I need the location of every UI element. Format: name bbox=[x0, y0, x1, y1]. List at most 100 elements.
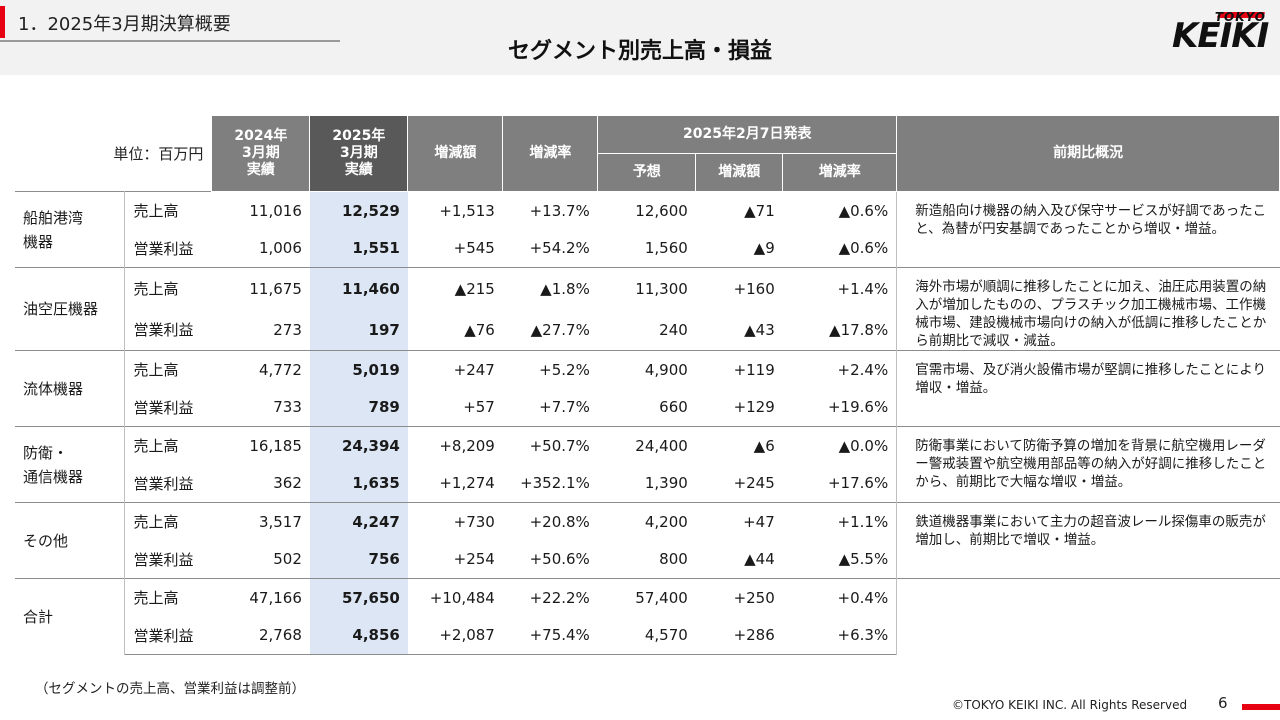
col-header-2024: 2024年 3月期 実績 bbox=[211, 115, 311, 192]
row-item-label: 営業利益 bbox=[124, 388, 212, 427]
cell-forecast: 57,400 bbox=[597, 578, 696, 617]
cell-forecast: 4,900 bbox=[597, 350, 696, 389]
segment-name: 合計 bbox=[15, 578, 126, 655]
cell-rate: +22.2% bbox=[502, 578, 598, 617]
cell-y2025: 1,635 bbox=[309, 464, 408, 503]
cell-f-rate: +19.6% bbox=[782, 388, 897, 427]
cell-diff: +2,087 bbox=[407, 616, 503, 655]
cell-y2024: 273 bbox=[211, 309, 310, 351]
table-row: 営業利益 1,006 1,551 +545 +54.2% 1,560 ▲9 ▲0.6% bbox=[15, 229, 1280, 268]
row-item-label: 売上高 bbox=[124, 502, 212, 541]
segment-name: その他 bbox=[15, 502, 126, 579]
cell-f-rate: +2.4% bbox=[782, 350, 897, 389]
table-row: 営業利益 2,768 4,856 +2,087 +75.4% 4,570 +286 +6.3% bbox=[15, 616, 1280, 655]
cell-y2024: 502 bbox=[211, 540, 310, 579]
cell-diff: ▲215 bbox=[407, 267, 503, 309]
cell-f-diff: +245 bbox=[695, 464, 783, 503]
col-header-forecast-group: 2025年2月7日発表 bbox=[597, 115, 898, 154]
cell-diff: +8,209 bbox=[407, 426, 503, 465]
cell-f-rate: ▲0.0% bbox=[782, 426, 897, 465]
segment-comment: 防衛事業において防衛予算の増加を背景に航空機用レーダー警戒装置や航空機用部品等の… bbox=[896, 426, 1280, 503]
table-row: 合計 売上高 47,166 57,650 +10,484 +22.2% 57,400 +250… bbox=[15, 578, 1280, 655]
cell-y2025: 756 bbox=[309, 540, 408, 579]
cell-forecast: 240 bbox=[597, 309, 696, 351]
cell-f-diff: +286 bbox=[695, 616, 783, 655]
cell-y2025: 5,019 bbox=[309, 350, 408, 389]
cell-y2024: 3,517 bbox=[211, 502, 310, 541]
row-item-label: 売上高 bbox=[124, 267, 212, 309]
cell-rate: ▲27.7% bbox=[502, 309, 598, 351]
cell-rate: ▲1.8% bbox=[502, 267, 598, 309]
cell-rate: +50.7% bbox=[502, 426, 598, 465]
segment-comment: 新造船向け機器の納入及び保守サービスが好調であったこと、為替が円安基調であったこ… bbox=[896, 191, 1280, 268]
cell-diff: +247 bbox=[407, 350, 503, 389]
cell-f-diff: ▲9 bbox=[695, 229, 783, 268]
row-item-label: 売上高 bbox=[124, 350, 212, 389]
cell-diff: +545 bbox=[407, 229, 503, 268]
cell-f-diff: ▲71 bbox=[695, 191, 783, 230]
table-row: 営業利益 733 789 +57 +7.7% 660 +129 +19.6% bbox=[15, 388, 1280, 427]
row-item-label: 売上高 bbox=[124, 191, 212, 230]
segment-table: 単位：百万円 2024年 3月期 実績 2025年 3月期 実績 増減額 増減率… bbox=[15, 115, 1280, 655]
col-header-forecast: 予想 bbox=[597, 153, 697, 192]
cell-y2024: 2,768 bbox=[211, 616, 310, 655]
segment-name: 防衛・ 通信機器 bbox=[15, 426, 126, 503]
section-accent-mark bbox=[0, 6, 5, 38]
row-item-label: 売上高 bbox=[124, 578, 212, 617]
table-row: その他 売上高 3,517 4,247 +730 +20.8% 4,200 +47 +1.1% 鉄… bbox=[15, 502, 1280, 579]
table-row: 油空圧機器 売上高 11,675 11,460 ▲215 ▲1.8% 11,300 +160 +… bbox=[15, 267, 1280, 351]
section-title: 1．2025年3月期決算概要 bbox=[18, 14, 231, 35]
cell-y2025: 4,856 bbox=[309, 616, 408, 655]
page-title: セグメント別売上高・損益 bbox=[507, 39, 772, 64]
cell-forecast: 4,570 bbox=[597, 616, 696, 655]
header-band bbox=[0, 0, 1280, 75]
cell-y2024: 362 bbox=[211, 464, 310, 503]
cell-f-diff: ▲6 bbox=[695, 426, 783, 465]
cell-rate: +54.2% bbox=[502, 229, 598, 268]
cell-diff: +10,484 bbox=[407, 578, 503, 617]
cell-forecast: 11,300 bbox=[597, 267, 696, 309]
cell-diff: +57 bbox=[407, 388, 503, 427]
segment-comment: 海外市場が順調に推移したことに加え、油圧応用装置の納入が増加したものの、プラスチ… bbox=[896, 267, 1280, 351]
cell-y2025: 57,650 bbox=[309, 578, 408, 617]
row-item-label: 営業利益 bbox=[124, 229, 212, 268]
cell-f-rate: ▲5.5% bbox=[782, 540, 897, 579]
cell-f-diff: +160 bbox=[695, 267, 783, 309]
unit-label: 単位：百万円 bbox=[15, 115, 212, 192]
col-header-comment: 前期比概況 bbox=[896, 115, 1280, 192]
cell-f-diff: +250 bbox=[695, 578, 783, 617]
cell-forecast: 12,600 bbox=[597, 191, 696, 230]
cell-forecast: 24,400 bbox=[597, 426, 696, 465]
cell-diff: +254 bbox=[407, 540, 503, 579]
col-header-2025: 2025年 3月期 実績 bbox=[309, 115, 409, 192]
segment-name: 流体機器 bbox=[15, 350, 126, 427]
cell-f-rate: +0.4% bbox=[782, 578, 897, 617]
cell-rate: +352.1% bbox=[502, 464, 598, 503]
cell-f-diff: ▲43 bbox=[695, 309, 783, 351]
cell-y2025: 4,247 bbox=[309, 502, 408, 541]
section-underline bbox=[0, 40, 340, 42]
cell-f-rate: +1.1% bbox=[782, 502, 897, 541]
segment-name: 船舶港湾 機器 bbox=[15, 191, 126, 268]
segment-comment: 鉄道機器事業において主力の超音波レール探傷車の販売が増加し、前期比で増収・増益。 bbox=[896, 502, 1280, 579]
cell-forecast: 660 bbox=[597, 388, 696, 427]
cell-diff: +730 bbox=[407, 502, 503, 541]
cell-rate: +13.7% bbox=[502, 191, 598, 230]
table-row: 流体機器 売上高 4,772 5,019 +247 +5.2% 4,900 +119 +2.4%… bbox=[15, 350, 1280, 427]
cell-f-diff: +119 bbox=[695, 350, 783, 389]
cell-y2024: 733 bbox=[211, 388, 310, 427]
cell-rate: +7.7% bbox=[502, 388, 598, 427]
cell-f-rate: +6.3% bbox=[782, 616, 897, 655]
company-logo: TOKYO KEIKI bbox=[1168, 10, 1272, 54]
cell-y2025: 197 bbox=[309, 309, 408, 351]
row-item-label: 営業利益 bbox=[124, 540, 212, 579]
col-header-diff: 増減額 bbox=[407, 115, 504, 192]
row-item-label: 売上高 bbox=[124, 426, 212, 465]
cell-y2024: 16,185 bbox=[211, 426, 310, 465]
logo-top-text: TOKYO bbox=[1214, 10, 1266, 24]
cell-y2025: 1,551 bbox=[309, 229, 408, 268]
cell-rate: +75.4% bbox=[502, 616, 598, 655]
row-item-label: 営業利益 bbox=[124, 616, 212, 655]
table-row: 船舶港湾 機器 売上高 11,016 12,529 +1,513 +13.7% 12,600… bbox=[15, 191, 1280, 268]
cell-y2025: 789 bbox=[309, 388, 408, 427]
